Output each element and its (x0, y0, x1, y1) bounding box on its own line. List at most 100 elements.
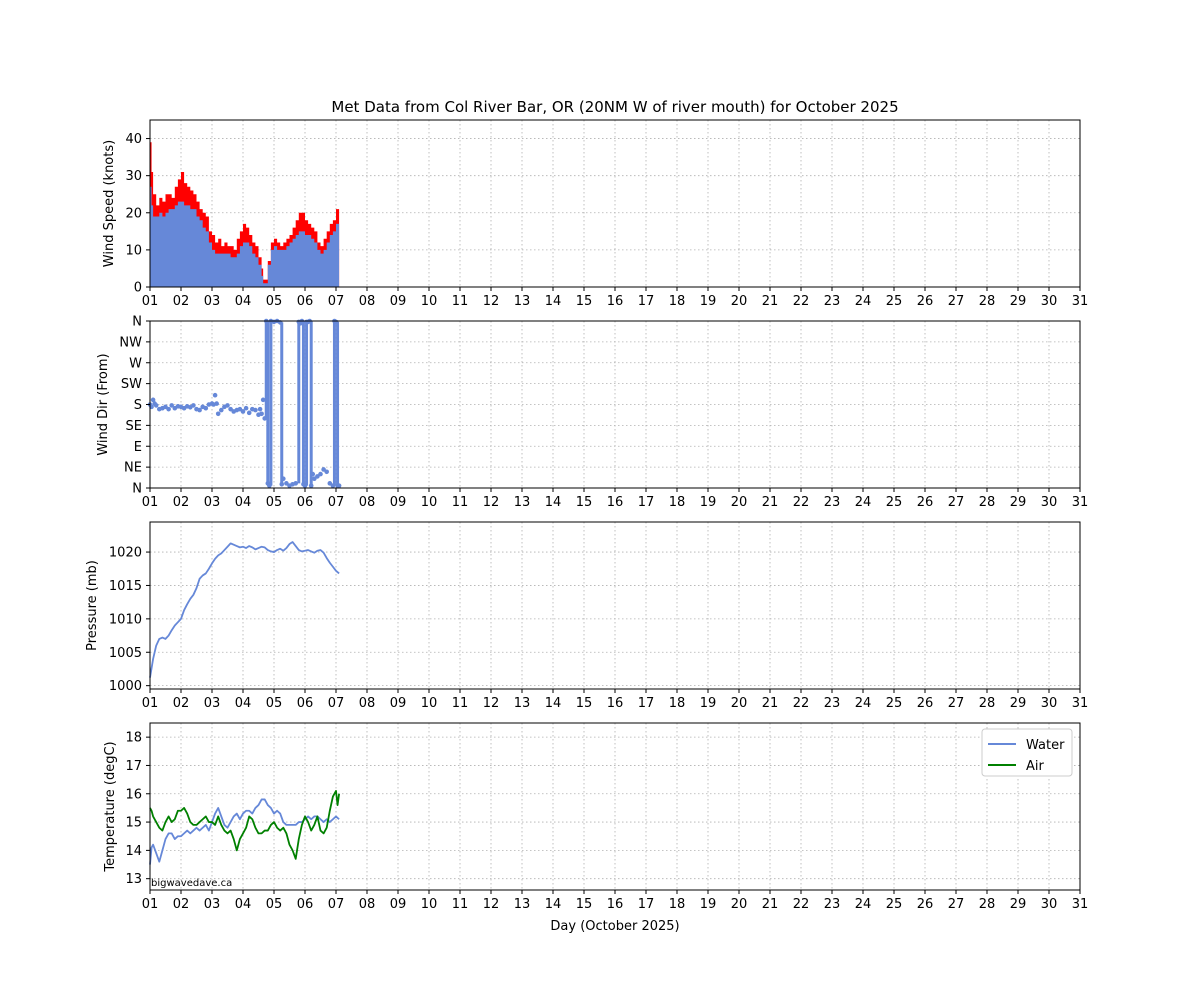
x-tick-label: 06 (297, 897, 314, 912)
x-tick-label: 29 (1010, 696, 1027, 711)
x-tick-label: 13 (514, 495, 531, 510)
wind-dir-point (191, 403, 196, 408)
x-tick-label: 27 (948, 696, 965, 711)
x-tick-label: 15 (576, 897, 593, 912)
x-tick-label: 04 (235, 495, 252, 510)
x-tick-label: 30 (1041, 897, 1058, 912)
x-tick-label: 19 (700, 495, 717, 510)
x-tick-label: 18 (669, 294, 686, 309)
wind-dir-point (219, 407, 224, 413)
x-tick-label: 04 (235, 897, 252, 912)
x-tick-label: 30 (1041, 495, 1058, 510)
x-tick-label: 27 (948, 897, 965, 912)
x-tick-label: 18 (669, 897, 686, 912)
x-tick-label: 17 (638, 897, 655, 912)
x-tick-label: 21 (762, 294, 779, 309)
wind-dir-point (153, 403, 159, 408)
x-tick-label: 27 (948, 495, 965, 510)
x-tick-label: 05 (266, 696, 283, 711)
x-tick-label: 18 (669, 495, 686, 510)
x-tick-label: 12 (483, 294, 500, 309)
y-tick-label: 30 (125, 169, 142, 184)
x-tick-label: 10 (421, 495, 438, 510)
wind-dir-point (293, 481, 299, 486)
x-tick-label: 11 (452, 294, 469, 309)
legend-label-water: Water (1026, 738, 1065, 753)
chart-title: Met Data from Col River Bar, OR (20NM W … (331, 98, 898, 116)
wind-dir-point (257, 406, 263, 412)
x-tick-label: 28 (979, 696, 996, 711)
x-tick-label: 16 (607, 897, 624, 912)
x-tick-label: 03 (204, 897, 221, 912)
x-tick-label: 31 (1072, 897, 1089, 912)
x-tick-label: 05 (266, 495, 283, 510)
x-tick-label: 28 (979, 294, 996, 309)
watermark: bigwavedave.ca (151, 878, 232, 889)
x-tick-label: 29 (1010, 897, 1027, 912)
x-tick-label: 06 (297, 696, 314, 711)
pressure-line-0 (149, 541, 340, 678)
x-tick-label: 07 (328, 294, 345, 309)
y-tick-label: SE (126, 419, 142, 434)
wind-dir-point (214, 401, 219, 406)
x-tick-label: 20 (731, 495, 748, 510)
x-tick-label: 15 (576, 294, 593, 309)
wind-dir-point (259, 411, 264, 417)
x-tick-label: 03 (204, 495, 221, 510)
x-tick-label: 24 (855, 294, 872, 309)
legend-label-air: Air (1026, 759, 1045, 774)
x-tick-label: 20 (731, 696, 748, 711)
wind-speed-area (150, 186, 340, 287)
x-tick-label: 28 (979, 495, 996, 510)
x-tick-label: 31 (1072, 294, 1089, 309)
y-tick-label: 20 (125, 206, 142, 221)
x-tick-label: 23 (824, 294, 841, 309)
y-tick-label: 18 (125, 731, 142, 746)
wind-dir-point (212, 392, 218, 398)
y-tick-label: 15 (125, 816, 142, 831)
x-tick-label: 16 (607, 495, 624, 510)
x-tick-label: 08 (359, 897, 376, 912)
x-tick-label: 09 (390, 696, 407, 711)
x-tick-label: 21 (762, 495, 779, 510)
y-tick-label: 1005 (109, 646, 142, 661)
wind-dir-point (169, 403, 174, 408)
x-tick-label: 04 (235, 294, 252, 309)
x-tick-label: 12 (483, 897, 500, 912)
x-tick-label: 21 (762, 897, 779, 912)
x-tick-label: 23 (824, 897, 841, 912)
x-tick-label: 25 (886, 696, 903, 711)
y-tick-label: 1000 (109, 679, 142, 694)
x-tick-label: 01 (142, 495, 159, 510)
wind-dir-point (197, 407, 202, 413)
x-tick-label: 10 (421, 897, 438, 912)
panel-wind_dir: 01 02 03 04 05 06 07 08 09 10 11 12 13 14 15 16 17 18 19 20… (96, 315, 1088, 511)
x-tick-label: 13 (514, 897, 531, 912)
y-tick-label: N (132, 482, 142, 497)
temperature-line-air (149, 790, 340, 860)
x-tick-label: 20 (731, 294, 748, 309)
wind-dir-point (243, 405, 249, 411)
x-tick-label: 24 (855, 897, 872, 912)
x-axis-label: Day (October 2025) (550, 919, 679, 934)
y-tick-label: 1015 (109, 579, 142, 594)
x-tick-label: 07 (328, 696, 345, 711)
panel-wind_speed: 01 02 03 04 05 06 07 08 09 10 11 12 13 14 15 16 17 18 19 20… (102, 98, 1088, 309)
x-tick-label: 19 (700, 294, 717, 309)
x-tick-label: 28 (979, 897, 996, 912)
x-tick-label: 22 (793, 495, 810, 510)
y-axis-label: Temperature (degC) (103, 741, 118, 872)
y-axis-label: Wind Dir (From) (96, 353, 111, 455)
x-tick-label: 14 (545, 294, 562, 309)
x-tick-label: 06 (297, 294, 314, 309)
panel-temperature: 01 02 03 04 05 06 07 08 09 10 11 12 13 14 15 16 17 18 19 20… (103, 722, 1089, 934)
x-tick-label: 25 (886, 897, 903, 912)
y-tick-label: 13 (125, 872, 142, 887)
x-tick-label: 26 (917, 495, 934, 510)
y-tick-label: 1020 (109, 546, 142, 561)
x-tick-label: 31 (1072, 495, 1089, 510)
x-tick-label: 01 (142, 294, 159, 309)
x-tick-label: 11 (452, 495, 469, 510)
x-tick-label: 29 (1010, 294, 1027, 309)
